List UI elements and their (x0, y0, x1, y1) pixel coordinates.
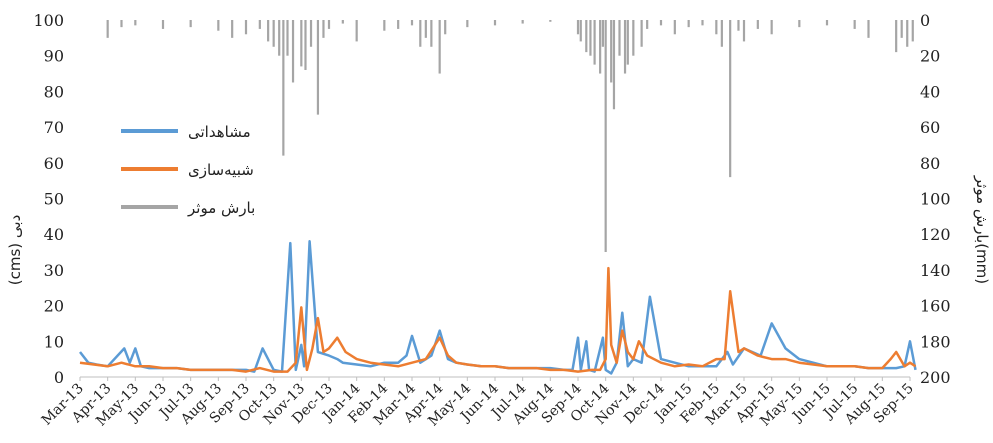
y-right-tick-label: 0 (920, 11, 930, 30)
flow-lines (79, 240, 917, 375)
y-left-tick-label: 80 (44, 82, 64, 101)
y-right-tick-label: 40 (920, 82, 940, 101)
y-left-tick-label: 10 (44, 332, 64, 351)
y-right-tick-label: 20 (920, 47, 940, 66)
y-left-tick-label: 40 (44, 225, 64, 244)
y-right-tick-label: 180 (920, 332, 951, 351)
y-left-tick-label: 50 (44, 190, 64, 209)
y-right-tick-label: 200 (920, 368, 951, 387)
y-left-tick-label: 100 (33, 11, 64, 30)
y-left-tick-label: 60 (44, 154, 64, 173)
simulated-series-line (79, 266, 917, 373)
legend: مشاهداتی شبیه‌سازی بارش موثر (121, 123, 255, 217)
y-right-tick-label: 60 (920, 118, 940, 137)
y-left-tick-label: 30 (44, 261, 64, 280)
y-left-tick-label: 70 (44, 118, 64, 137)
y-right-tick-label: 120 (920, 225, 951, 244)
y-right-tick-label: 80 (920, 154, 940, 173)
y-right-tick-label: 100 (920, 190, 951, 209)
y-right-axis-title: بارش موثر(mm) (973, 175, 991, 284)
axes (79, 376, 911, 381)
y-left-tick-label: 90 (44, 47, 64, 66)
y-left-tick-label: 0 (54, 368, 64, 387)
legend-label-simulated: شبیه‌سازی (188, 161, 254, 179)
y-left-axis-title: (cms) دبی (6, 215, 24, 286)
y-right-tick-label: 160 (920, 297, 951, 316)
legend-label-observed: مشاهداتی (188, 123, 251, 141)
y-left-tick-label: 20 (44, 297, 64, 316)
legend-label-rainfall: بارش موثر (187, 199, 255, 217)
observed-series-line (79, 240, 917, 375)
y-right-tick-label: 140 (920, 261, 951, 280)
effective-rainfall-bars (106, 20, 914, 253)
